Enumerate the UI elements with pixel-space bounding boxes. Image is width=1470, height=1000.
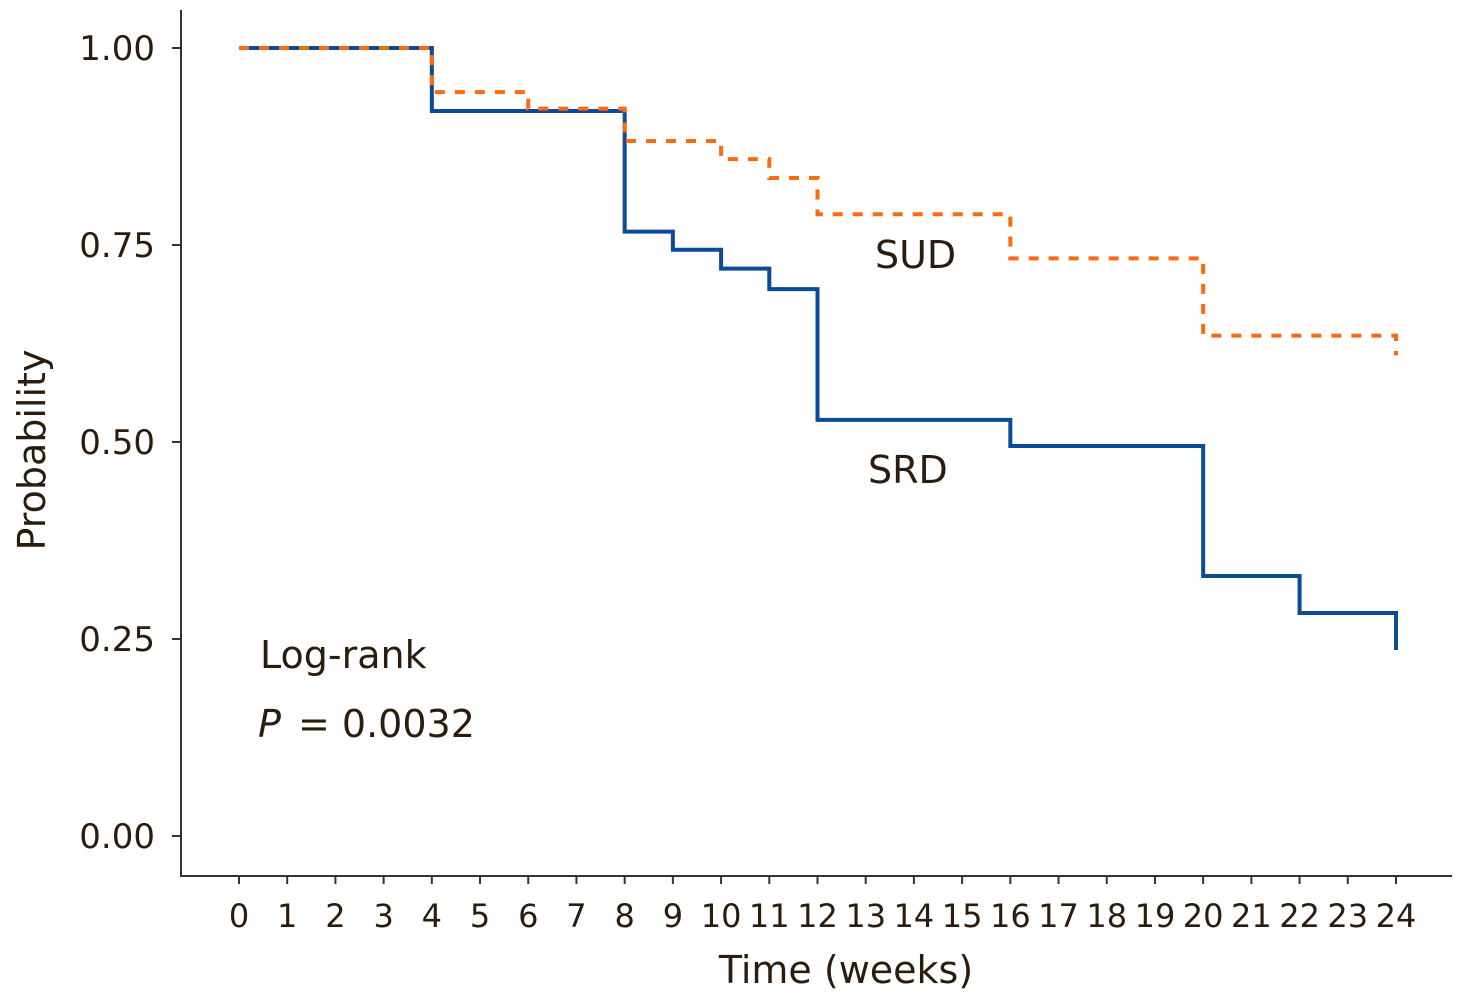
x-tick-label: 0 [229, 897, 249, 935]
y-tick-label: 0.75 [79, 226, 155, 266]
x-tick-label: 17 [1038, 897, 1079, 935]
series-label-sud: SUD [875, 233, 956, 277]
logrank-label: Log-rank [260, 633, 427, 677]
y-tick-label: 0.50 [79, 423, 155, 463]
p-value: = 0.0032 [298, 702, 475, 746]
series-group [239, 46, 1398, 651]
x-tick-label: 4 [422, 897, 442, 935]
x-tick-label: 13 [845, 897, 886, 935]
y-tick-label: 0.00 [79, 817, 155, 857]
series-label-srd: SRD [868, 448, 948, 492]
x-tick-label: 23 [1327, 897, 1368, 935]
series-line-srd [239, 46, 1398, 651]
x-tick-label: 20 [1183, 897, 1224, 935]
y-tick-label: 0.25 [79, 620, 155, 660]
x-tick-label: 18 [1086, 897, 1127, 935]
y-axis-label: Probability [10, 350, 54, 551]
x-tick-label: 8 [614, 897, 634, 935]
y-ticks: 0.00 0.25 0.50 0.75 1.00 [79, 29, 181, 857]
x-axis-label: Time (weeks) [718, 948, 973, 992]
x-tick-label: 12 [797, 897, 838, 935]
x-tick-label: 7 [566, 897, 586, 935]
x-tick-label: 5 [470, 897, 490, 935]
x-tick-label: 24 [1376, 897, 1417, 935]
x-tick-label: 9 [663, 897, 683, 935]
x-tick-label: 14 [894, 897, 935, 935]
y-tick-label: 1.00 [79, 29, 155, 69]
x-tick-label: 15 [942, 897, 983, 935]
p-symbol: P [258, 702, 281, 746]
x-tick-label: 3 [373, 897, 393, 935]
x-tick-label: 11 [749, 897, 790, 935]
x-tick-label: 21 [1231, 897, 1272, 935]
x-tick-label: 6 [518, 897, 538, 935]
x-tick-label: 19 [1135, 897, 1176, 935]
x-tick-label: 10 [701, 897, 742, 935]
series-line-sud [239, 46, 1398, 356]
x-tick-label: 2 [325, 897, 345, 935]
x-tick-label: 22 [1279, 897, 1320, 935]
x-tick-label: 16 [990, 897, 1031, 935]
x-ticks: 0 1 2 3 4 5 6 7 8 9 10 11 12 13 14 15 16 17 18 19 20 21 22 23 24 [229, 876, 1417, 935]
x-tick-label: 1 [277, 897, 297, 935]
